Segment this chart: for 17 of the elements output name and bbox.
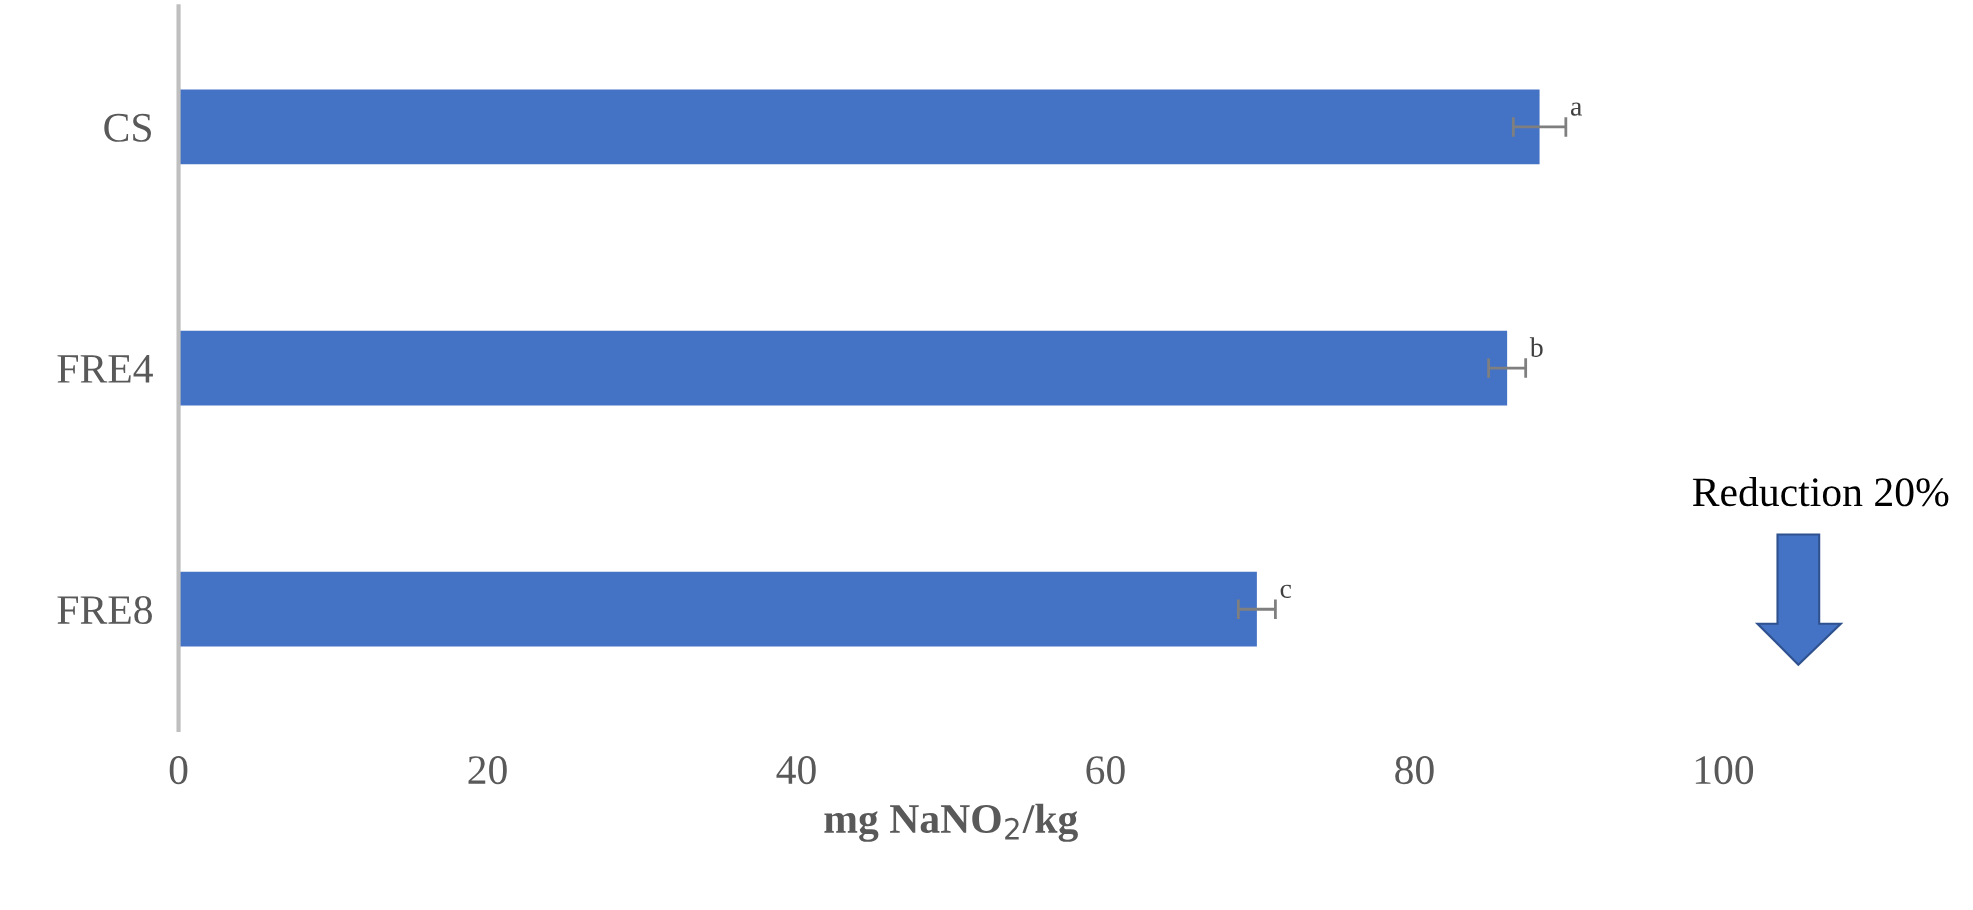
annotation: b <box>1529 337 1543 357</box>
x-tick-label: 100 <box>1695 756 1754 785</box>
annotation: Reduction 20% <box>1692 477 1949 507</box>
x-tick-label: 0 <box>169 756 188 785</box>
y-tick-label: CS <box>104 113 151 142</box>
x-tick-label: 40 <box>776 756 816 785</box>
x-tick-label: 60 <box>1086 756 1125 785</box>
x-axis-title: mg NaNO$_{2}$/kg <box>824 803 1078 842</box>
x-tick-label: 20 <box>468 756 507 785</box>
y-tick-label: FRE4 <box>57 355 153 383</box>
annotation: c <box>1280 584 1292 599</box>
bar <box>178 330 1508 406</box>
x-tick-label: 80 <box>1395 756 1434 785</box>
y-tick-label: FRE8 <box>57 595 152 625</box>
bar <box>178 89 1540 165</box>
bar <box>178 571 1257 647</box>
annotation: a <box>1570 102 1582 116</box>
